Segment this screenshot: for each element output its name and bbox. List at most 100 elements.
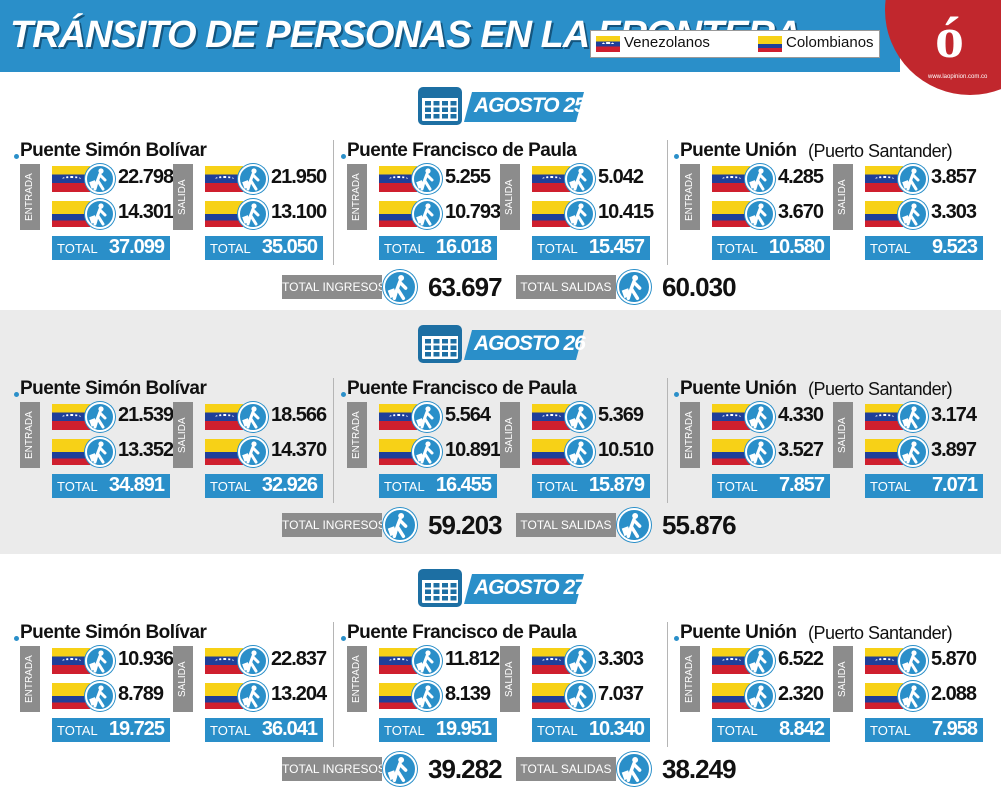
bridge-name: Puente Francisco de Paula (347, 378, 577, 399)
walker-icon (238, 164, 268, 194)
bullet (341, 392, 346, 397)
count-colombianos: 3.527 (778, 439, 824, 461)
grand-total-label: TOTAL INGRESOS (282, 513, 386, 537)
flag-venezuela (205, 648, 243, 674)
walker (89, 168, 107, 191)
total-bar: TOTAL 10.340 (532, 718, 650, 742)
flag-colombia (712, 439, 750, 465)
count-venezolanos: 3.174 (931, 404, 977, 426)
bridge-name: Puente Francisco de Paula (347, 622, 577, 643)
grand-total-value: 63.697 (428, 272, 503, 302)
walker (902, 441, 920, 464)
flag-colombia (52, 683, 90, 709)
stars (388, 413, 408, 420)
walker (416, 685, 434, 708)
walker-icon (745, 681, 775, 711)
bridge-note: (Puerto Santander) (808, 623, 953, 643)
entrada-label: ENTRADA (347, 164, 367, 230)
stars (874, 657, 894, 664)
flag-venezuela (205, 166, 243, 192)
flag-venezuela (865, 166, 903, 192)
flag-colombia (532, 683, 570, 709)
flag-colombia (712, 683, 750, 709)
bullet (14, 392, 19, 397)
stars (214, 657, 234, 664)
walker-icon (238, 199, 268, 229)
walker-icon (412, 164, 442, 194)
total-label: TOTAL (717, 241, 758, 256)
bridge-name: Puente Unión (680, 140, 797, 161)
salida-label: SALIDA (500, 164, 520, 230)
column-separator (333, 378, 334, 503)
total-bar: TOTAL 15.457 (532, 236, 650, 260)
total-label: TOTAL (57, 723, 98, 738)
column-separator (667, 378, 668, 503)
count-colombianos: 14.370 (271, 439, 327, 461)
date: AGOSTO 26 (474, 332, 586, 355)
flag-colombia (865, 201, 903, 227)
walker-icon (85, 681, 115, 711)
walker (242, 650, 260, 673)
column-separator (667, 140, 668, 265)
total-value: 32.926 (261, 474, 318, 496)
bullet (341, 154, 346, 159)
count-venezolanos: 3.857 (931, 166, 977, 188)
count-colombianos: 13.204 (271, 683, 327, 705)
walker (621, 756, 642, 783)
total-label: TOTAL (210, 479, 251, 494)
walker-icon (898, 681, 928, 711)
count-venezolanos: 10.936 (118, 648, 174, 670)
walker (569, 168, 587, 191)
calendar-icon (418, 325, 462, 363)
count-colombianos: 3.670 (778, 201, 824, 223)
walker-icon (617, 270, 651, 304)
count-colombianos: 13.352 (118, 439, 174, 461)
total-label: TOTAL (537, 241, 578, 256)
total-label: TOTAL (384, 723, 425, 738)
count-colombianos: 2.320 (778, 683, 824, 705)
flag-colombia (52, 439, 90, 465)
total-value: 16.455 (435, 474, 492, 496)
total-label: TOTAL (537, 479, 578, 494)
flag-venezuela (865, 648, 903, 674)
bullet (674, 154, 679, 159)
walker-icon (85, 646, 115, 676)
bridge-name: Puente Unión (680, 378, 797, 399)
total-bar: TOTAL 35.050 (205, 236, 323, 260)
count-venezolanos: 3.303 (598, 648, 644, 670)
flag-colombia (758, 36, 782, 52)
count-venezolanos: 11.812 (445, 648, 500, 670)
walker (749, 441, 767, 464)
calendar-grid (422, 329, 458, 357)
calendar-icon (418, 87, 462, 125)
total-value: 10.580 (768, 236, 825, 258)
walker (89, 203, 107, 226)
total-value: 15.879 (588, 474, 645, 496)
flag-venezuela (52, 648, 90, 674)
count-colombianos: 10.415 (598, 201, 654, 223)
count-colombianos: 14.301 (118, 201, 174, 223)
walker-icon (565, 199, 595, 229)
total-label: TOTAL (210, 723, 251, 738)
flag-colombia (379, 201, 417, 227)
walker-icon (412, 681, 442, 711)
walker (902, 203, 920, 226)
stars (214, 175, 234, 182)
walker-icon (565, 437, 595, 467)
bridge-name: Puente Simón Bolívar (20, 378, 207, 399)
count-venezolanos: 5.042 (598, 166, 644, 188)
walker (902, 685, 920, 708)
walker (387, 512, 408, 539)
logo: ó (935, 5, 964, 70)
entrada-label: ENTRADA (20, 646, 40, 712)
total-label: TOTAL (717, 723, 758, 738)
salida-label: SALIDA (500, 402, 520, 468)
flag-venezuela (205, 404, 243, 430)
total-value: 19.725 (108, 718, 165, 740)
walker-icon (565, 402, 595, 432)
total-label: TOTAL (384, 479, 425, 494)
calendar-grid (422, 91, 458, 119)
total-label: TOTAL (57, 479, 98, 494)
total-bar: TOTAL 19.951 (379, 718, 497, 742)
walker (749, 168, 767, 191)
